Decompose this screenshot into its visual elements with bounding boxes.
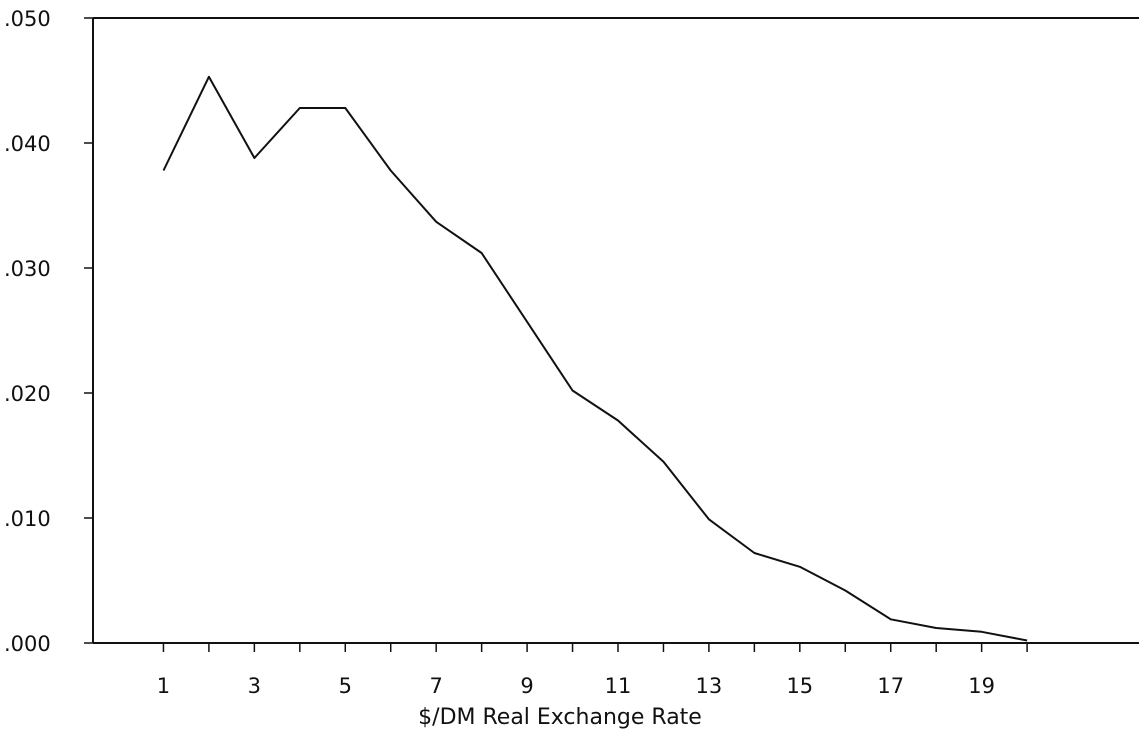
x-tick-label: 13 (696, 674, 723, 698)
x-tick-label: 19 (968, 674, 995, 698)
x-tick-label: 7 (429, 674, 442, 698)
x-axis-label: $/DM Real Exchange Rate (418, 705, 702, 730)
x-tick-label: 3 (248, 674, 261, 698)
y-tick-label: .020 (4, 382, 51, 406)
x-tick-label: 5 (339, 674, 352, 698)
y-tick-label: .030 (4, 257, 51, 281)
x-ticks: 1 3 5 7 9 11 13 15 17 19 (157, 643, 1028, 698)
y-tick-label: .010 (4, 507, 51, 531)
y-tick-label: .040 (4, 132, 51, 156)
x-tick-label: 15 (786, 674, 813, 698)
x-tick-label: 17 (877, 674, 904, 698)
series-line (162, 75, 1028, 642)
y-ticks: .000 .010 .020 .030 .040 .050 (4, 7, 93, 656)
x-tick-label: 9 (520, 674, 533, 698)
x-tick-label: 1 (157, 674, 170, 698)
chart-axes (92, 17, 1139, 644)
y-tick-label: .000 (4, 632, 51, 656)
y-tick-label: .050 (4, 7, 51, 31)
x-tick-label: 11 (605, 674, 632, 698)
